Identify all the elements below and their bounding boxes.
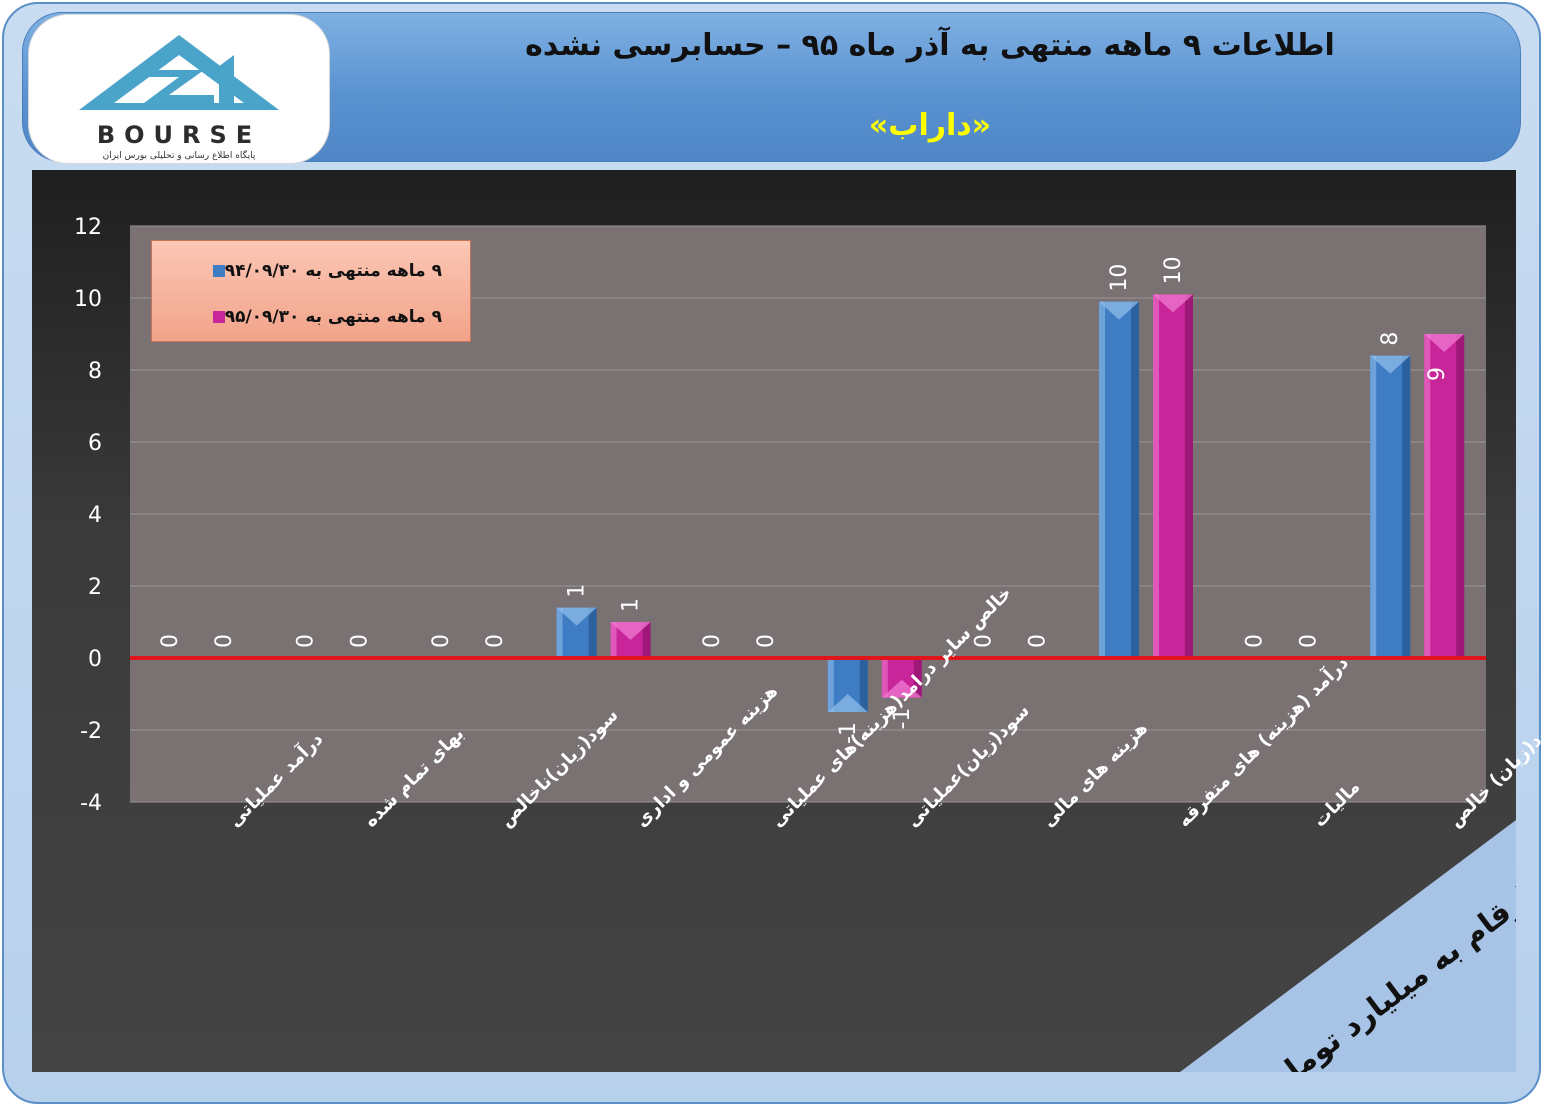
data-label: 1	[565, 584, 590, 598]
y-tick-label: 10	[74, 287, 102, 312]
y-tick-label: 12	[74, 215, 102, 240]
data-label: 0	[429, 634, 454, 648]
company-name: «داراب»	[868, 108, 992, 143]
legend-item-1: ۹ ماهه منتهی به ۹۴/۰۹/۳۰	[207, 257, 442, 285]
logo: BOURSE پایگاه اطلاع رسانی و تحلیلی بورس …	[28, 14, 330, 164]
data-label: 0	[293, 634, 318, 648]
y-axis-ticks: -4 -2 0 2 4 6 8 10 12	[74, 215, 102, 816]
data-label: 0	[347, 634, 372, 648]
bar	[1153, 294, 1193, 658]
data-label: 10	[1107, 264, 1132, 292]
y-tick-label: 8	[88, 359, 102, 384]
y-tick-label: 0	[88, 647, 102, 672]
bar	[881, 658, 922, 698]
logo-brand: BOURSE	[96, 121, 262, 149]
logo-mark	[79, 35, 279, 110]
bar	[827, 658, 868, 712]
bar	[1099, 301, 1139, 658]
bar	[610, 622, 651, 658]
data-label: 8	[1378, 332, 1403, 346]
y-tick-label: -2	[80, 719, 102, 744]
bar	[556, 607, 597, 658]
data-label: 0	[700, 634, 725, 648]
unit-note-corner: ارقام به میلیارد تومان	[1180, 820, 1516, 1072]
data-label: 0	[212, 634, 237, 648]
legend-label-1: ۹ ماهه منتهی به ۹۴/۰۹/۳۰	[224, 261, 442, 281]
legend-swatch-1	[212, 265, 225, 277]
bars	[556, 294, 1465, 712]
y-tick-label: -4	[80, 791, 102, 816]
page-title: اطلاعات ۹ ماهه منتهی به آذر ماه ۹۵ – حسا…	[525, 28, 1335, 63]
data-label: 10	[1161, 256, 1186, 284]
data-label: 0	[1297, 634, 1322, 648]
data-label: 0	[158, 634, 183, 648]
y-tick-label: 2	[88, 575, 102, 600]
logo-tagline: پایگاه اطلاع رسانی و تحلیلی بورس ایران	[102, 151, 256, 161]
data-label: 0	[483, 634, 508, 648]
data-label: -1	[890, 708, 915, 730]
y-tick-label: 6	[88, 431, 102, 456]
bar	[1370, 355, 1411, 658]
data-label: 9	[1425, 367, 1450, 381]
legend-swatch-2	[212, 311, 225, 323]
bar	[1424, 334, 1465, 658]
legend-item-2: ۹ ماهه منتهی به ۹۵/۰۹/۳۰	[207, 303, 442, 331]
data-label: 1	[619, 598, 644, 612]
data-label: 0	[1025, 634, 1050, 648]
data-label: 0	[754, 634, 779, 648]
data-label: 0	[1243, 634, 1268, 648]
data-label: 0	[971, 634, 996, 648]
chart-legend: ۹ ماهه منتهی به ۹۴/۰۹/۳۰ ۹ ماهه منتهی به…	[151, 240, 471, 342]
data-label: -1	[836, 722, 861, 744]
y-tick-label: 4	[88, 503, 102, 528]
legend-label-2: ۹ ماهه منتهی به ۹۵/۰۹/۳۰	[224, 307, 442, 327]
